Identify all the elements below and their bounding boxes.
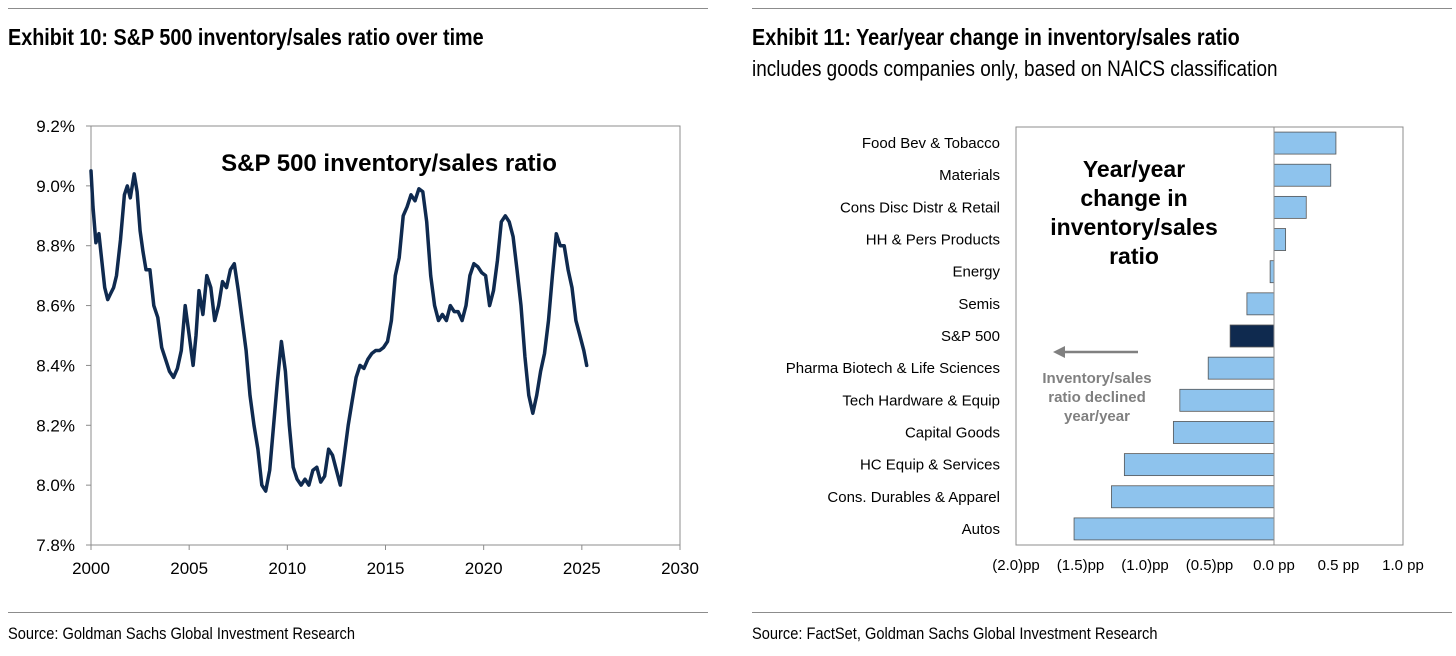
x-tick-label: (2.0)pp: [992, 557, 1040, 574]
category-label: HC Equip & Services: [860, 457, 1000, 474]
bar: [1207, 356, 1275, 380]
y-tick-label: 8.0%: [36, 476, 75, 495]
y-tick-label: 8.8%: [36, 237, 75, 256]
source-note: Source: Goldman Sachs Global Investment …: [8, 624, 355, 643]
category-label: S&P 500: [941, 328, 1000, 345]
y-tick-label: 8.6%: [36, 297, 75, 316]
category-label: Tech Hardware & Equip: [842, 392, 1000, 409]
bar: [1273, 131, 1337, 155]
bar: [1179, 388, 1275, 412]
chart-title-line: Year/year: [1083, 156, 1185, 182]
y-tick-label: 9.0%: [36, 177, 75, 196]
x-tick-label: (0.5)pp: [1186, 557, 1234, 574]
plot-frame: [90, 125, 681, 546]
x-tick-label: 2015: [367, 559, 405, 578]
plot-frame: [1015, 126, 1404, 546]
bar: [1273, 195, 1307, 219]
exhibit-11-subtitle: includes goods companies only, based on …: [752, 56, 1278, 81]
category-label: Cons. Durables & Apparel: [827, 489, 1000, 506]
bar: [1246, 292, 1275, 316]
chart-title-line: change in: [1080, 185, 1187, 211]
x-tick-label: (1.0)pp: [1121, 557, 1169, 574]
bar: [1123, 453, 1275, 477]
x-tick-label: (1.5)pp: [1057, 557, 1105, 574]
category-label: Energy: [952, 264, 1000, 281]
bottom-rule: [752, 612, 1452, 613]
annotation-arrowhead: [1053, 346, 1065, 358]
x-tick-label: 2030: [661, 559, 699, 578]
category-label: Cons Disc Distr & Retail: [840, 199, 1000, 216]
category-label: Pharma Biotech & Life Sciences: [786, 360, 1000, 377]
chart-title-line: ratio: [1109, 243, 1159, 269]
category-label: Capital Goods: [905, 424, 1000, 441]
bar: [1273, 228, 1287, 251]
bar: [1172, 421, 1275, 444]
x-tick-label: 0.0 pp: [1253, 557, 1295, 574]
source-note: Source: FactSet, Goldman Sachs Global In…: [752, 624, 1158, 643]
chart-title: Year/year change in inventory/sales ratio: [1050, 156, 1217, 269]
x-tick-label: 2005: [170, 559, 208, 578]
bar-chart: Food Bev & Tobacco Materials Cons Disc Dis…: [786, 126, 1424, 574]
bar: [1269, 260, 1275, 284]
y-tick-label: 8.4%: [36, 356, 75, 375]
bar: [1073, 517, 1275, 541]
y-tick-label: 7.8%: [36, 536, 75, 555]
exhibit-10-title: Exhibit 10: S&P 500 inventory/sales rati…: [8, 24, 484, 50]
chart-title-line: inventory/sales: [1050, 214, 1217, 240]
x-tick-label: 2025: [563, 559, 601, 578]
bar: [1111, 485, 1275, 509]
chart-title: S&P 500 inventory/sales ratio: [221, 150, 557, 177]
top-rule: [752, 8, 1452, 9]
category-label: Semis: [958, 296, 1000, 313]
category-label: Materials: [939, 167, 1000, 184]
bar: [1229, 324, 1275, 348]
x-tick-label: 1.0 pp: [1382, 557, 1424, 574]
x-tick-label: 0.5 pp: [1318, 557, 1360, 574]
annotation-text-line: ratio declined: [1048, 389, 1146, 406]
bar: [1273, 163, 1332, 187]
annotation-text-line: Inventory/sales: [1042, 370, 1151, 387]
left-exhibit-panel: Exhibit 10: S&P 500 inventory/sales rati…: [0, 0, 712, 656]
bottom-rule: [8, 612, 708, 613]
x-tick-label: 2020: [465, 559, 503, 578]
y-tick-label: 8.2%: [36, 416, 75, 435]
category-label: Autos: [962, 521, 1000, 538]
annotation-text-line: year/year: [1064, 408, 1130, 425]
right-exhibit-panel: Exhibit 11: Year/year change in inventor…: [748, 0, 1456, 656]
category-label: Food Bev & Tobacco: [862, 135, 1000, 152]
x-tick-label: 2010: [268, 559, 306, 578]
top-rule: [8, 8, 708, 9]
line-chart: 7.8% 8.0% 8.2% 8.4% 8.6% 8.8% 9.0% 9.2% 2000 2005…: [36, 117, 699, 578]
x-tick-label: 2000: [72, 559, 110, 578]
series-line: [89, 169, 589, 493]
y-tick-label: 9.2%: [36, 117, 75, 136]
exhibit-11-title: Exhibit 11: Year/year change in inventor…: [752, 24, 1240, 50]
category-label: HH & Pers Products: [866, 232, 1000, 249]
